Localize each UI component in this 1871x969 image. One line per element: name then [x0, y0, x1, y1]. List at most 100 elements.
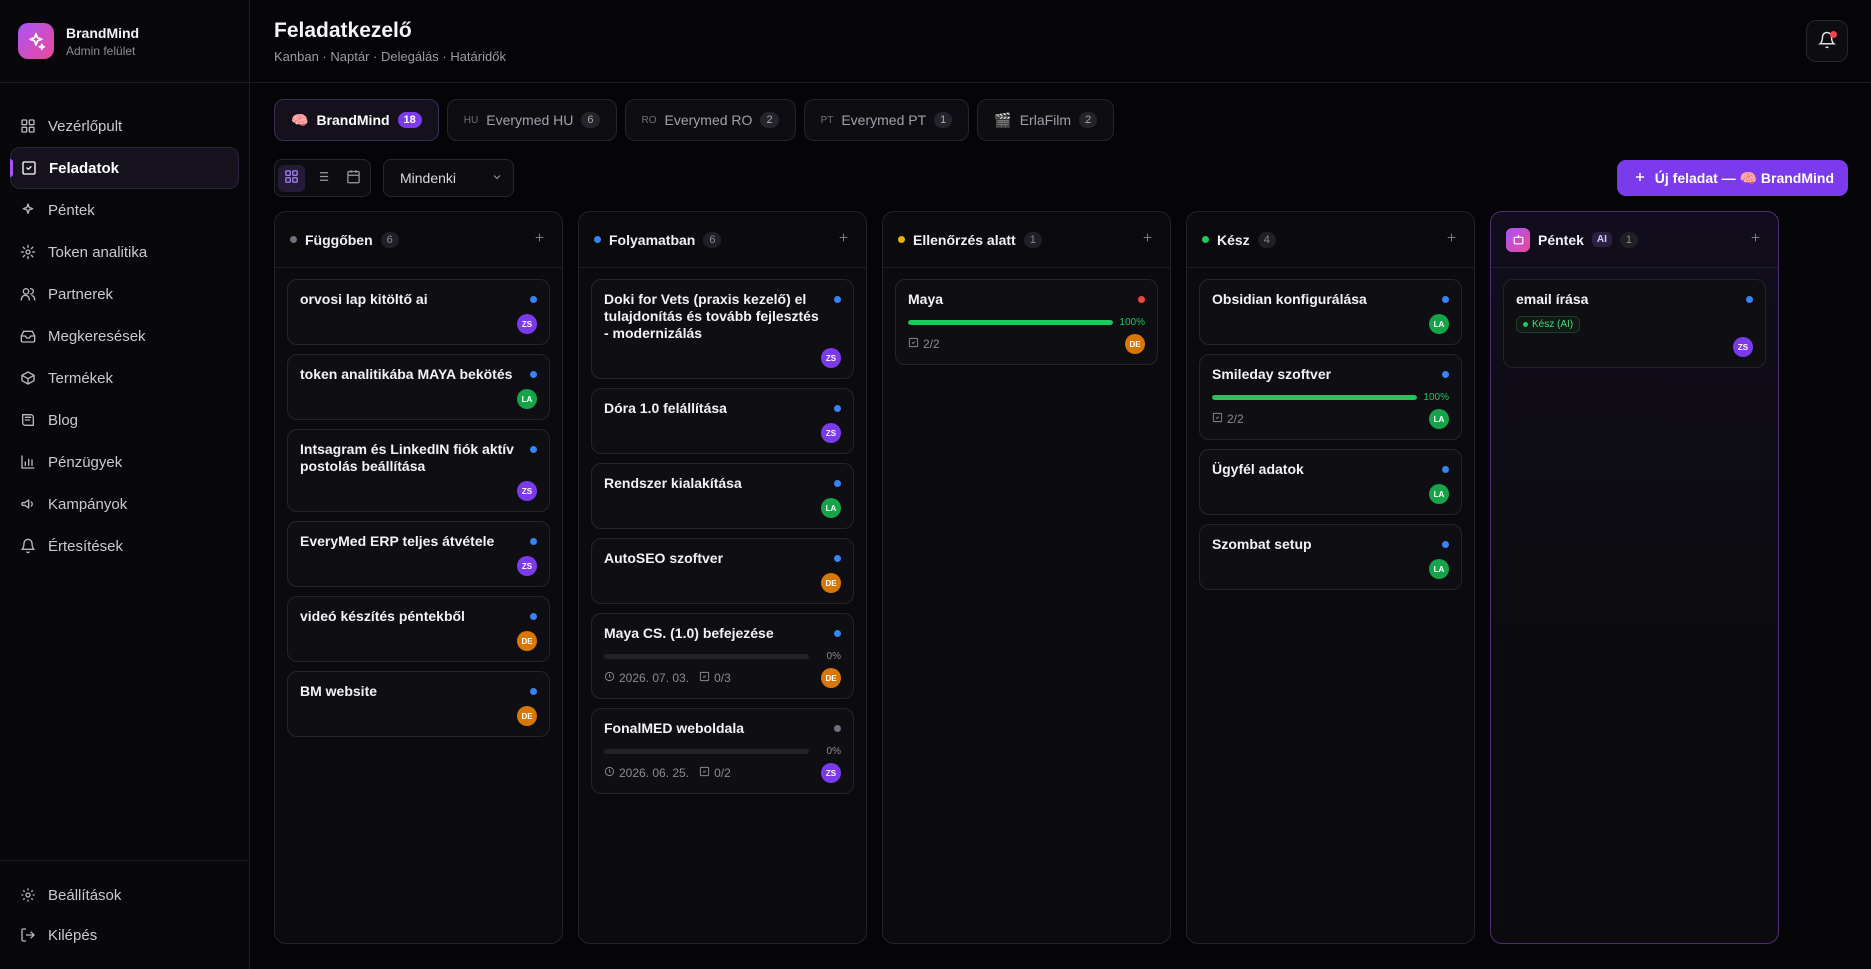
avatar[interactable]: DE	[517, 706, 537, 726]
card-meta: 2026. 07. 03. 0/3	[604, 671, 731, 685]
task-card[interactable]: Szombat setup LA	[1199, 524, 1462, 590]
checkbox-icon	[699, 766, 710, 780]
tab-everymed-pt[interactable]: PT Everymed PT 1	[803, 99, 970, 141]
task-card[interactable]: Intsagram és LinkedIN fiók aktív postolá…	[287, 429, 550, 512]
assignee-filter-select[interactable]: Mindenki	[383, 159, 514, 197]
card-meta: 2/2	[1212, 412, 1244, 426]
task-card[interactable]: AutoSEO szoftver DE	[591, 538, 854, 604]
new-task-button[interactable]: Új feladat — 🧠 BrandMind	[1616, 160, 1848, 196]
sidebar-item-label: Pénzügyek	[48, 453, 123, 471]
add-card-button[interactable]	[533, 231, 546, 249]
sidebar-item-pentek[interactable]: Péntek	[10, 189, 239, 231]
list-view-button[interactable]	[309, 165, 336, 192]
progress-fill	[908, 320, 1113, 325]
sidebar: BrandMind Admin felület Vezérlőpult Felad…	[0, 0, 250, 969]
sidebar-item-penzugyek[interactable]: Pénzügyek	[10, 441, 239, 483]
sidebar-item-label: Péntek	[48, 201, 95, 219]
avatar[interactable]: DE	[821, 668, 841, 688]
tab-everymed-hu[interactable]: HU Everymed HU 6	[446, 99, 617, 141]
tab-everymed-ro[interactable]: RO Everymed RO 2	[624, 99, 796, 141]
priority-dot	[530, 371, 537, 378]
add-card-button[interactable]	[1445, 231, 1458, 249]
task-card[interactable]: BM website DE	[287, 671, 550, 737]
task-card[interactable]: Dóra 1.0 felállítása ZS	[591, 388, 854, 454]
subtask-count: 0/3	[699, 671, 731, 685]
avatar[interactable]: LA	[821, 498, 841, 518]
card-footer: 2/2 DE	[908, 334, 1145, 354]
priority-dot	[530, 538, 537, 545]
task-title: email írása	[1516, 291, 1589, 307]
sidebar-item-blog[interactable]: Blog	[10, 399, 239, 441]
brand[interactable]: BrandMind Admin felület	[0, 0, 249, 83]
tab-label: ErlaFilm	[1019, 112, 1072, 128]
notifications-button[interactable]	[1806, 20, 1848, 62]
add-card-button[interactable]	[1141, 231, 1154, 249]
task-title: FonalMED weboldala	[604, 720, 745, 736]
sidebar-item-partnerek[interactable]: Partnerek	[10, 273, 239, 315]
task-title: BM website	[300, 683, 378, 699]
avatar[interactable]: ZS	[517, 314, 537, 334]
settings-label: Beállítások	[48, 886, 122, 904]
tab-count-badge: 2	[760, 112, 779, 128]
task-card[interactable]: EveryMed ERP teljes átvétele ZS	[287, 521, 550, 587]
avatar[interactable]: ZS	[517, 556, 537, 576]
avatar[interactable]: ZS	[517, 481, 537, 501]
column-count-badge: 4	[1257, 231, 1276, 248]
kanban-view-button[interactable]	[278, 164, 305, 192]
avatar[interactable]: DE	[517, 631, 537, 651]
chevron-down-icon	[491, 170, 503, 186]
avatar[interactable]: LA	[517, 389, 537, 409]
priority-dot	[1138, 296, 1145, 303]
brand-subtitle: Admin felület	[66, 43, 136, 58]
avatar[interactable]: LA	[1429, 314, 1449, 334]
avatar[interactable]: ZS	[821, 348, 841, 368]
sidebar-item-termekek[interactable]: Termékek	[10, 357, 239, 399]
task-card[interactable]: email írása Kész (AI) ZS	[1503, 279, 1766, 368]
avatar[interactable]: LA	[1429, 484, 1449, 504]
tab-erlafilm[interactable]: 🎬 ErlaFilm 2	[977, 99, 1115, 141]
task-card[interactable]: Rendszer kialakítása LA	[591, 463, 854, 529]
sidebar-item-megkeresesek[interactable]: Megkeresések	[10, 315, 239, 357]
task-card[interactable]: orvosi lap kitöltő ai ZS	[287, 279, 550, 345]
sidebar-item-vezerlopult[interactable]: Vezérlőpult	[10, 105, 239, 147]
task-card[interactable]: Maya CS. (1.0) befejezése 0% 2026. 07. 03.…	[591, 613, 854, 699]
sidebar-item-kampanyok[interactable]: Kampányok	[10, 483, 239, 525]
avatar[interactable]: LA	[1429, 559, 1449, 579]
avatar[interactable]: ZS	[821, 423, 841, 443]
avatar[interactable]: ZS	[821, 763, 841, 783]
task-card[interactable]: Obsidian konfigurálása LA	[1199, 279, 1462, 345]
task-card[interactable]: Smileday szoftver 100% 2/2 LA	[1199, 354, 1462, 440]
add-card-button[interactable]	[837, 231, 850, 249]
add-card-button[interactable]	[1749, 231, 1762, 249]
task-card[interactable]: Doki for Vets (praxis kezelő) el tulajdo…	[591, 279, 854, 379]
robot-icon	[1506, 227, 1530, 252]
check-square-icon	[21, 160, 37, 176]
avatar[interactable]: DE	[1125, 334, 1145, 354]
sidebar-item-token-analitika[interactable]: Token analitika	[10, 231, 239, 273]
subtask-count-text: 2/2	[1227, 412, 1244, 426]
page-subtitle: Kanban · Naptár · Delegálás · Határidők	[274, 48, 506, 64]
subtask-count-text: 0/3	[714, 671, 731, 685]
list-icon	[315, 169, 330, 187]
logout-link[interactable]: Kilépés	[10, 915, 239, 955]
avatar[interactable]: ZS	[1733, 337, 1753, 357]
page-title: Feladatkezelő	[274, 18, 412, 42]
task-card[interactable]: Maya 100% 2/2 DE	[895, 279, 1158, 365]
clock-icon	[604, 671, 615, 685]
avatar[interactable]: LA	[1429, 409, 1449, 429]
sidebar-item-ertesitesek[interactable]: Értesítések	[10, 525, 239, 567]
task-card[interactable]: token analitikába MAYA bekötés LA	[287, 354, 550, 420]
sidebar-item-feladatok[interactable]: Feladatok	[10, 147, 239, 189]
avatar[interactable]: DE	[821, 573, 841, 593]
card-footer: DE	[300, 631, 537, 651]
progress-percent: 100%	[1119, 317, 1145, 328]
column-header: Függőben 6	[275, 212, 562, 268]
settings-link[interactable]: Beállítások	[10, 875, 239, 915]
calendar-view-button[interactable]	[340, 165, 367, 192]
column-status-dot	[290, 236, 297, 243]
task-card[interactable]: videó készítés péntekből DE	[287, 596, 550, 662]
task-card[interactable]: FonalMED weboldala 0% 2026. 06. 25. 0/2 ZS	[591, 708, 854, 794]
task-card[interactable]: Ügyfél adatok LA	[1199, 449, 1462, 515]
tab-brandmind[interactable]: 🧠 BrandMind 18	[274, 99, 439, 141]
priority-dot	[1746, 296, 1753, 303]
